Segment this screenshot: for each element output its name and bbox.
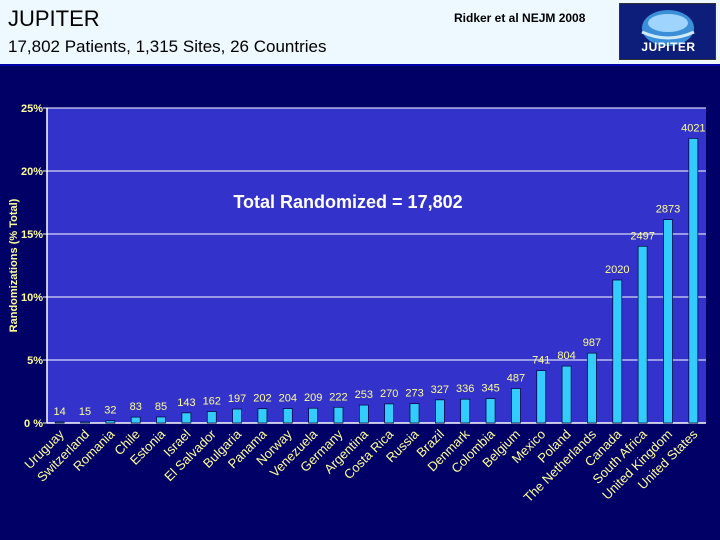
bar	[409, 403, 420, 424]
bar	[612, 279, 623, 424]
bar	[536, 370, 547, 424]
jupiter-logo: JUPITER	[619, 3, 716, 60]
bar-value-label: 487	[507, 373, 525, 385]
bar-value-label: 804	[557, 350, 575, 362]
y-axis-label: Randomizations (% Total)	[8, 198, 20, 332]
bar-value-label: 327	[431, 384, 449, 396]
bar-value-label: 14	[54, 406, 66, 418]
bar-value-label: 2873	[656, 204, 680, 216]
chart-annotation: Total Randomized = 17,802	[233, 192, 462, 212]
x-axis-ticks: UruguaySwitzerlandRomaniaChileEstoniaIsr…	[21, 426, 700, 505]
bar	[587, 352, 597, 424]
bar-value-label: 32	[104, 405, 116, 417]
bar	[358, 404, 369, 424]
bar	[232, 408, 242, 424]
y-tick-label: 20%	[21, 166, 43, 178]
bar	[511, 388, 521, 424]
bar-value-label: 987	[583, 337, 601, 349]
bar-value-label: 85	[155, 401, 167, 413]
bar-value-label: 741	[532, 355, 550, 367]
bar-value-label: 222	[329, 391, 347, 403]
bar	[54, 421, 65, 424]
header: JUPITER 17,802 Patients, 1,315 Sites, 26…	[0, 0, 720, 66]
bar-value-label: 143	[177, 397, 195, 409]
bar	[485, 398, 496, 424]
bar	[384, 403, 395, 424]
bar	[156, 416, 166, 424]
bar-value-label: 83	[130, 401, 142, 413]
bar-value-label: 336	[456, 383, 474, 395]
y-tick-label: 15%	[21, 229, 43, 241]
bar-value-label: 204	[279, 393, 297, 405]
page-title: JUPITER	[8, 6, 100, 31]
bar-value-label: 202	[253, 393, 271, 405]
bar-value-label: 209	[304, 392, 322, 404]
bar	[435, 399, 445, 424]
bar	[637, 245, 648, 424]
bar-value-label: 270	[380, 388, 398, 400]
y-tick-label: 25%	[21, 103, 43, 115]
logo-globe-icon	[641, 10, 695, 46]
bar	[663, 219, 673, 424]
bar	[257, 408, 268, 424]
bars	[54, 138, 699, 424]
bar	[688, 138, 699, 424]
bar	[130, 416, 141, 424]
bar-value-label: 273	[405, 388, 423, 400]
bar-value-label: 345	[481, 383, 499, 395]
bar	[333, 406, 344, 424]
bar	[460, 398, 471, 424]
grid	[47, 107, 706, 361]
bar	[105, 420, 116, 424]
bar-value-label: 197	[228, 393, 246, 405]
bar	[308, 407, 318, 424]
bar-value-labels: 14 15 32 83 85 143 162 197 202 204 209 222 253 270 273…	[54, 122, 706, 418]
bar	[561, 365, 572, 424]
y-tick-label: 0 %	[24, 418, 43, 430]
bar	[181, 412, 192, 424]
bar	[206, 411, 217, 424]
bar-chart: 14 15 32 83 85 143 162 197 202 204 209 222 253 270 273…	[8, 103, 706, 505]
citation: Ridker et al NEJM 2008	[454, 11, 586, 25]
logo-text: JUPITER	[641, 40, 696, 54]
bar-value-label: 2020	[605, 264, 629, 276]
bar	[282, 408, 293, 424]
y-axis-ticks: 0 % 5% 10% 15% 20% 25%	[21, 103, 47, 430]
page-subtitle: 17,802 Patients, 1,315 Sites, 26 Countri…	[8, 37, 327, 56]
bar	[80, 421, 90, 424]
bar-value-label: 2497	[630, 230, 654, 242]
bar-value-label: 15	[79, 406, 91, 418]
bar-value-label: 253	[355, 389, 373, 401]
bar-value-label: 162	[203, 396, 221, 408]
y-tick-label: 5%	[27, 355, 43, 367]
y-tick-label: 10%	[21, 292, 43, 304]
bar-value-label: 4021	[681, 122, 705, 134]
